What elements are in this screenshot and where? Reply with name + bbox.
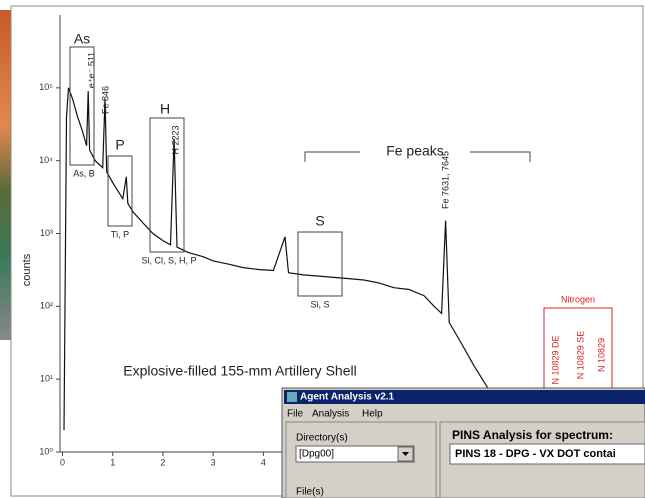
x-tick-label: 2 [160,457,165,467]
x-tick-label: 4 [261,457,266,467]
x-tick-label: 1 [110,457,115,467]
window-title: Agent Analysis v2.1 [300,392,395,403]
annotation-box [69,46,95,166]
photo-strip [0,10,11,340]
annotation: Fe 7631, 7645 [440,151,450,209]
panel [439,421,645,498]
panel [285,421,437,498]
dropdown-value: [Dpg00] [299,449,334,460]
spectrum-name: PINS 18 - DPG - VX DOT contai [455,448,616,460]
annotation: H 2223 [170,125,180,154]
annotation-box [107,155,133,227]
annotation: S [315,213,324,229]
annotation: Fe 846 [100,86,110,114]
annotation: e⁺e⁻ 511 [86,52,96,88]
title-bar [284,390,645,404]
y-tick-label: 10³ [40,228,53,238]
x-tick-label: 3 [211,457,216,467]
annotation: Fe peaks [386,143,444,159]
menu-item[interactable]: File [287,409,304,420]
annotation: Si, Cl, S, H, P [141,255,196,265]
annotation-box [297,231,343,297]
annotation-box [149,117,185,253]
y-tick-label: 10² [40,301,53,311]
annotation: Ti, P [111,229,129,239]
window-frame [281,387,645,498]
menu-item[interactable]: Analysis [312,409,349,420]
x-tick-label: 0 [60,457,65,467]
dropdown[interactable] [295,445,415,463]
annotation-bracket [304,151,531,162]
chart-title: Explosive-filled 155-mm Artillery Shell [123,363,356,379]
annotation: Nitrogen [561,294,595,304]
annotation: P [115,137,124,153]
y-tick-label: 10⁵ [39,82,53,92]
annotation: As, B [73,168,95,178]
heading: PINS Analysis for spectrum: [452,428,613,442]
y-tick-label: 10¹ [40,374,53,384]
label: Directory(s) [296,433,348,444]
app-window: Agent Analysis v2.1 File Analysis Help D… [281,387,645,498]
annotation: Si, S [310,299,329,309]
y-axis-label: counts [21,253,33,286]
spectrum-line [63,87,520,431]
text-box [449,443,645,465]
y-tick-label: 10⁰ [39,446,53,456]
y-tick-label: 10⁴ [39,155,53,165]
menu-item[interactable]: Help [362,409,383,420]
app-icon [287,392,297,402]
dropdown-arrow [402,452,409,456]
annotation: N 10829 SE [575,331,585,380]
label: File(s) [296,487,324,498]
annotation: N 10829 [596,338,606,372]
annotation: H [160,101,170,117]
annotation: N 10829 DE [550,335,560,384]
annotation: As [74,31,90,47]
